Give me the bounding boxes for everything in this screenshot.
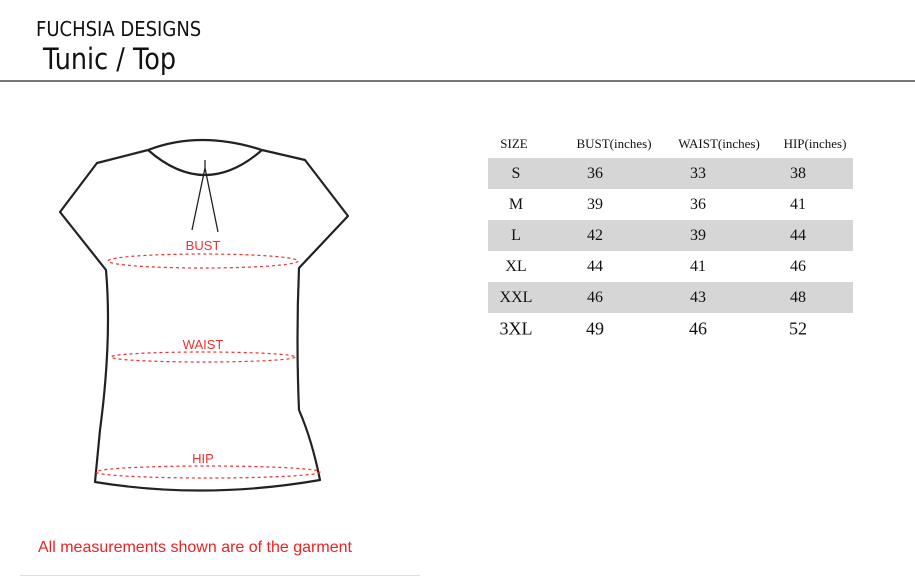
cell-bust: 46 bbox=[587, 288, 603, 306]
cell-size: XL bbox=[505, 257, 527, 275]
cell-size: L bbox=[511, 226, 521, 244]
cell-size: S bbox=[511, 164, 521, 182]
table-row: S 36 33 38 bbox=[488, 158, 853, 189]
cell-hip: 44 bbox=[790, 226, 806, 244]
cell-hip: 46 bbox=[790, 257, 806, 275]
cell-size: M bbox=[508, 195, 524, 213]
footer-divider bbox=[20, 575, 420, 576]
header-size: SIZE bbox=[500, 136, 528, 151]
table-row: 3XL 49 46 52 bbox=[488, 313, 853, 344]
cell-waist: 36 bbox=[690, 195, 706, 213]
page-title: Tunic / Top bbox=[43, 42, 177, 76]
header-bust: BUST(inches) bbox=[576, 136, 652, 151]
cell-waist: 39 bbox=[690, 226, 706, 244]
cell-bust: 42 bbox=[587, 226, 603, 244]
hip-measure-line bbox=[95, 465, 321, 479]
garment-outline bbox=[58, 138, 350, 492]
cell-bust: 36 bbox=[587, 164, 603, 182]
header-waist: WAIST(inches) bbox=[678, 136, 760, 151]
table-row: XXL 46 43 48 bbox=[488, 282, 853, 313]
cell-size: 3XL bbox=[499, 318, 533, 338]
cell-hip: 41 bbox=[790, 195, 806, 213]
cell-waist: 33 bbox=[690, 164, 706, 182]
table-row: M 39 36 41 bbox=[488, 189, 853, 220]
cell-bust: 39 bbox=[587, 195, 603, 213]
cell-bust: 49 bbox=[586, 318, 604, 338]
hip-label: HIP bbox=[192, 451, 214, 466]
waist-label: WAIST bbox=[183, 337, 224, 352]
table-row: XL 44 41 46 bbox=[488, 251, 853, 282]
header-hip: HIP(inches) bbox=[783, 136, 847, 151]
garment-diagram: BUST WAIST HIP bbox=[58, 138, 350, 492]
brand-name: FUCHSIA DESIGNS bbox=[36, 17, 202, 41]
table-header: SIZE BUST(inches) WAIST(inches) HIP(inch… bbox=[488, 130, 853, 158]
waist-measure-line bbox=[110, 351, 296, 363]
cell-size: XXL bbox=[499, 288, 533, 306]
table-row: L 42 39 44 bbox=[488, 220, 853, 251]
cell-waist: 46 bbox=[689, 318, 707, 338]
cell-waist: 43 bbox=[690, 288, 706, 306]
cell-hip: 52 bbox=[789, 318, 807, 338]
cell-waist: 41 bbox=[690, 257, 706, 275]
cell-hip: 48 bbox=[790, 288, 806, 306]
measurement-note: All measurements shown are of the garmen… bbox=[38, 539, 352, 556]
cell-hip: 38 bbox=[790, 164, 806, 182]
bust-label: BUST bbox=[186, 238, 221, 253]
header-divider bbox=[0, 80, 915, 82]
bust-measure-line bbox=[107, 253, 299, 269]
size-chart-table: SIZE BUST(inches) WAIST(inches) HIP(inch… bbox=[488, 130, 853, 344]
cell-bust: 44 bbox=[587, 257, 603, 275]
